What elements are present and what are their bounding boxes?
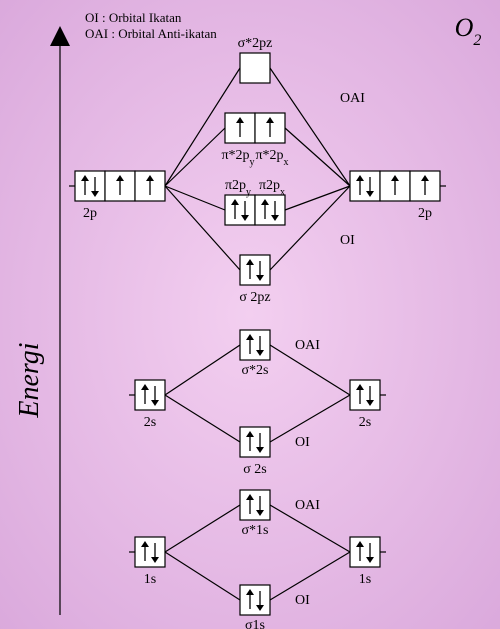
orbital-box	[255, 195, 285, 225]
label: OI	[295, 593, 310, 608]
label: 1s	[144, 572, 156, 587]
label: σ1s	[245, 618, 265, 629]
orbital-box	[240, 427, 270, 457]
label: σ 2s	[243, 462, 267, 477]
orbital-box	[240, 490, 270, 520]
label: 1s	[359, 572, 371, 587]
label: σ*2s	[242, 363, 269, 378]
orbital-box	[240, 255, 270, 285]
label: OAI	[295, 498, 320, 513]
orbital-box	[350, 171, 380, 201]
orbital-box	[225, 195, 255, 225]
label: OAI	[340, 91, 365, 106]
orbital-box	[75, 171, 105, 201]
label: OI	[340, 233, 355, 248]
energy-label: Energi	[14, 342, 45, 418]
orbital-box	[240, 53, 270, 83]
orbital-box	[350, 537, 380, 567]
orbital-box	[240, 585, 270, 615]
label: OAI : Orbital Anti-ikatan	[85, 26, 217, 41]
label: σ*1s	[242, 523, 269, 538]
label: 2p	[418, 206, 432, 221]
orbital-box	[135, 537, 165, 567]
label: 2s	[144, 415, 156, 430]
label: OI	[295, 435, 310, 450]
orbital-box	[350, 380, 380, 410]
label: 2s	[359, 415, 371, 430]
orbital-box	[135, 380, 165, 410]
orbital-box	[240, 330, 270, 360]
mo-diagram: Energi OI : Orbital IkatanOAI : Orbital A…	[0, 0, 500, 629]
label: σ 2pz	[239, 290, 270, 305]
label: OAI	[295, 338, 320, 353]
label: 2p	[83, 206, 97, 221]
label: σ*2pz	[238, 36, 273, 51]
label: OI : Orbital Ikatan	[85, 10, 182, 25]
